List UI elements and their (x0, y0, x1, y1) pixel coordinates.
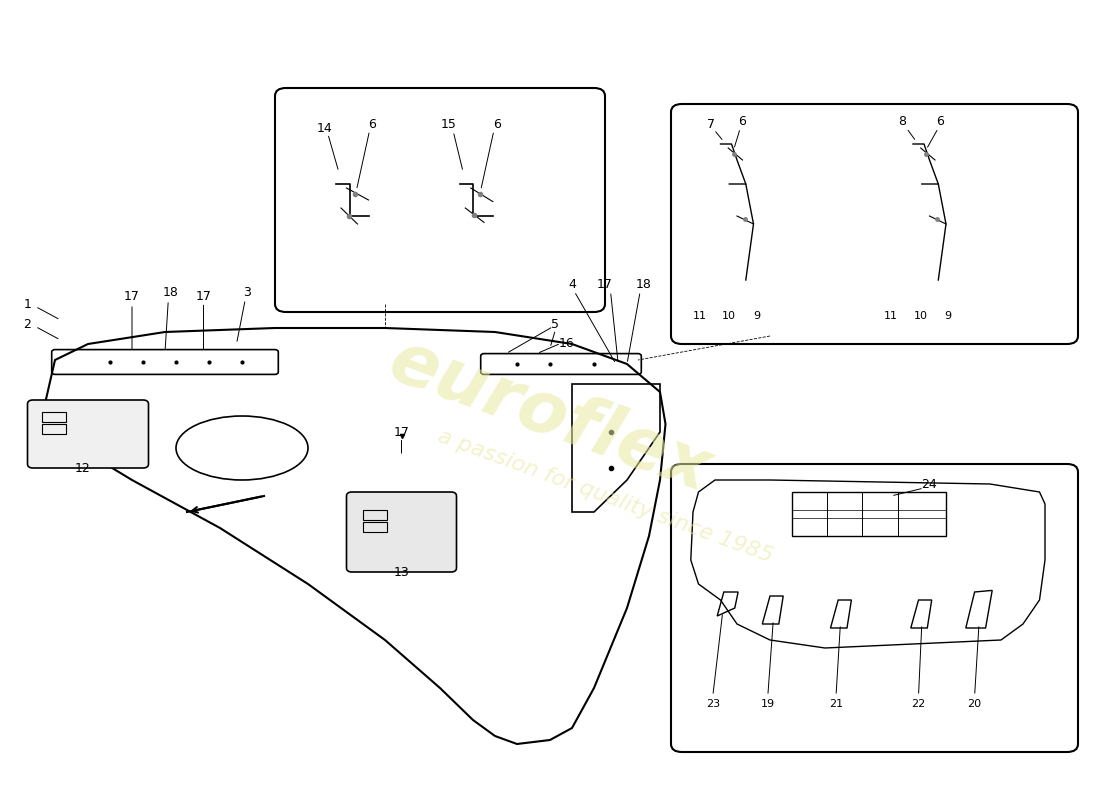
Text: 5: 5 (551, 318, 560, 330)
Text: 23: 23 (706, 699, 719, 709)
Text: 18: 18 (636, 278, 651, 290)
Text: 19: 19 (761, 699, 774, 709)
Text: 14: 14 (317, 122, 332, 134)
Bar (42, 412, 66, 422)
Text: 17: 17 (124, 290, 140, 302)
Text: 1: 1 (23, 298, 32, 310)
Text: 2: 2 (23, 318, 32, 330)
Text: 18: 18 (163, 286, 178, 298)
Text: 17: 17 (394, 426, 409, 438)
Text: 4: 4 (568, 278, 576, 290)
FancyBboxPatch shape (671, 104, 1078, 344)
Text: 10: 10 (914, 311, 927, 321)
Text: 9: 9 (754, 311, 760, 321)
Text: 9: 9 (945, 311, 952, 321)
Text: a passion for quality since 1985: a passion for quality since 1985 (434, 426, 776, 566)
Text: 16: 16 (559, 337, 574, 350)
Text: 21: 21 (829, 699, 843, 709)
FancyBboxPatch shape (671, 464, 1078, 752)
Bar (363, 522, 387, 532)
FancyBboxPatch shape (346, 492, 456, 572)
Text: 10: 10 (723, 311, 736, 321)
Text: 17: 17 (196, 290, 211, 302)
Text: 20: 20 (968, 699, 981, 709)
Text: 6: 6 (367, 118, 376, 130)
Text: euroflex: euroflex (379, 326, 720, 506)
Text: 11: 11 (884, 311, 898, 321)
Bar (792, 492, 946, 536)
FancyBboxPatch shape (28, 400, 148, 468)
Text: 15: 15 (441, 118, 456, 130)
Text: 17: 17 (597, 278, 613, 290)
Text: 6: 6 (493, 118, 502, 130)
Text: 11: 11 (693, 311, 706, 321)
Text: 6: 6 (936, 115, 945, 128)
Text: 24: 24 (922, 478, 937, 490)
Text: 7: 7 (706, 118, 715, 130)
FancyBboxPatch shape (275, 88, 605, 312)
Text: 3: 3 (243, 286, 252, 298)
Bar (363, 510, 387, 520)
Text: 6: 6 (738, 115, 747, 128)
Text: 22: 22 (912, 699, 925, 709)
Bar (42, 424, 66, 434)
Text: 13: 13 (394, 566, 409, 578)
Text: 8: 8 (898, 115, 906, 128)
Text: 12: 12 (75, 462, 90, 474)
